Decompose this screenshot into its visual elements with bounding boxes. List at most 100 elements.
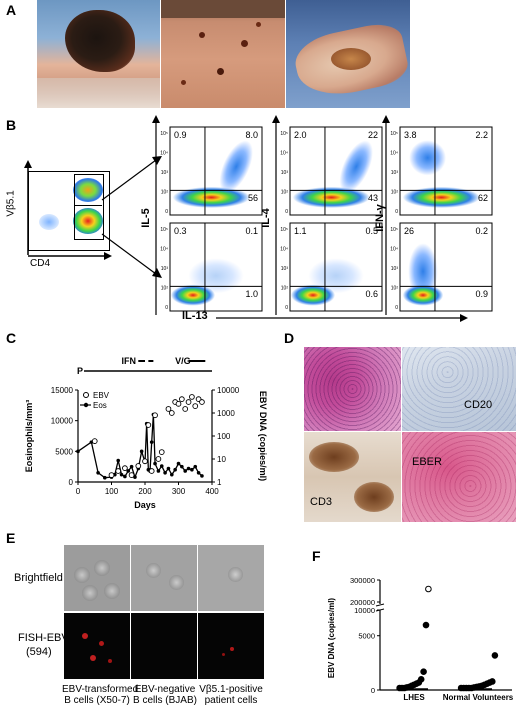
c-eos-point <box>119 472 124 477</box>
c-ebv-point <box>115 468 122 474</box>
flow-axis-tick: 10² <box>391 190 399 196</box>
panel-label-e: E <box>6 530 16 546</box>
quadrant-value-ul: 2.0 <box>294 130 307 140</box>
row-label-fish-channel: (594) <box>26 646 52 658</box>
flow-axis-tick: 0 <box>395 305 398 311</box>
brightfield-bjab <box>131 545 197 611</box>
c-legend-ebv: EBV <box>93 391 110 400</box>
col-label-bjab-line2: B cells (BJAB) <box>133 695 197 706</box>
flow-y-arrowhead <box>382 115 390 123</box>
flow-axis-tick: 0 <box>285 209 288 215</box>
c-ebv-point <box>175 400 182 407</box>
flow-density-upper <box>409 140 446 176</box>
flow-density-cluster <box>402 284 444 306</box>
f-data-point <box>491 652 499 659</box>
f-category-label: Normal Volunteers <box>443 693 514 702</box>
c-ebv-point <box>152 412 158 419</box>
quadrant-value-lr: 43 <box>368 193 378 203</box>
quadrant-value-ur: 8.0 <box>245 130 258 140</box>
f-data-point <box>489 678 496 685</box>
f-data-point <box>425 585 432 593</box>
flow-axis-tick: 10⁵ <box>280 131 288 137</box>
flow-axis-tick: 10³ <box>391 170 399 176</box>
flow-xlabel-il13: IL-13 <box>182 310 208 322</box>
c-ifn-label: IFN <box>122 356 137 366</box>
flow-axis-tick: 0 <box>285 305 288 311</box>
quadrant-value-ul: 1.1 <box>294 226 307 236</box>
quadrant-value-ur: 0.2 <box>475 226 488 236</box>
c-eos-point <box>129 464 134 469</box>
fish-x50-7 <box>64 613 130 679</box>
row-label-brightfield: Brightfield <box>14 572 63 584</box>
c-eos-point <box>180 464 184 469</box>
flow-axis-tick: 10³ <box>281 266 289 272</box>
c-left-tick-label: 5000 <box>55 447 73 456</box>
quadrant-value-lr: 62 <box>478 193 488 203</box>
c-ebv-point <box>148 468 155 474</box>
quadrant-value-ur: 22 <box>368 130 378 140</box>
histology-cd3: CD3 <box>304 432 401 522</box>
flow-density-cluster <box>292 186 371 208</box>
flow-ylabel-il5: IL-5 <box>139 208 152 228</box>
c-eos-point <box>156 469 161 473</box>
quadrant-value-lr: 0.9 <box>475 289 488 299</box>
quadrant-value-ur: 2.2 <box>475 130 488 140</box>
c-ylabel-left: Eosinophils/mm³ <box>24 400 34 473</box>
c-eos-point <box>149 440 154 444</box>
c-ebv-point <box>122 465 128 472</box>
f-data-point <box>422 621 430 629</box>
quadrant-value-lr: 56 <box>248 193 258 203</box>
flow-axis-tick: 10³ <box>391 266 399 272</box>
c-eos-point <box>183 469 187 473</box>
c-eos-point <box>166 466 171 471</box>
c-eos-point <box>96 471 100 475</box>
panel-label-c: C <box>6 330 17 346</box>
f-tick-label: 5000 <box>358 632 375 641</box>
f-data-point <box>420 668 427 676</box>
c-ebv-point <box>179 396 185 403</box>
flow-axis-tick: 10⁵ <box>390 227 398 233</box>
c-left-tick-label: 15000 <box>51 386 74 395</box>
flow-axis-tick: 0 <box>165 305 168 311</box>
row-label-fish: FISH-EBV <box>18 632 69 644</box>
flow-axis-tick: 10⁵ <box>280 227 288 233</box>
c-x-tick-label: 0 <box>76 487 81 496</box>
histology-label-eber: EBER <box>412 456 442 468</box>
f-category-label: LHES <box>403 693 425 702</box>
col-label-bjab: EBV-negative B cells (BJAB) <box>130 684 200 706</box>
c-x-tick-label: 100 <box>105 487 119 496</box>
c-eos-point <box>193 464 198 469</box>
panel-label-d: D <box>284 330 295 346</box>
fish-patient <box>198 613 264 679</box>
gate-x-label: CD4 <box>30 258 51 269</box>
brightfield-patient <box>198 545 264 611</box>
flow-density-scatter <box>188 258 244 294</box>
c-ebv-point <box>142 458 148 465</box>
col-label-patient-line2: patient cells <box>204 695 258 706</box>
f-tick-label: 200000 <box>350 598 375 607</box>
c-ebv-point <box>135 463 142 469</box>
f-axis-break <box>375 603 385 607</box>
c-ebv-point <box>145 422 152 428</box>
brightfield-x50-7 <box>64 545 130 611</box>
flow-y-arrowhead <box>152 115 160 123</box>
flow-density-tail <box>339 140 373 193</box>
c-eos-point <box>163 471 167 475</box>
histology-cd20: CD20 <box>402 347 516 431</box>
c-eos-point <box>123 474 127 479</box>
flow-axis-tick: 0 <box>165 209 168 215</box>
c-ebv-point <box>182 406 189 412</box>
flow-axis-tick: 10⁴ <box>160 151 168 157</box>
c-eos-point <box>196 471 201 475</box>
flow-axis-tick: 10⁴ <box>280 247 288 253</box>
gate-x-arrow <box>28 252 112 260</box>
c-eos-point <box>200 474 204 478</box>
f-ylabel: EBV DNA (copies/ml) <box>327 598 336 678</box>
flow-axis-tick: 10⁵ <box>160 227 168 233</box>
flow-axis-tick: 10² <box>391 286 399 292</box>
panel-label-a: A <box>6 2 17 18</box>
c-eos-point <box>116 458 120 463</box>
flow-axis-tick: 10² <box>281 286 289 292</box>
